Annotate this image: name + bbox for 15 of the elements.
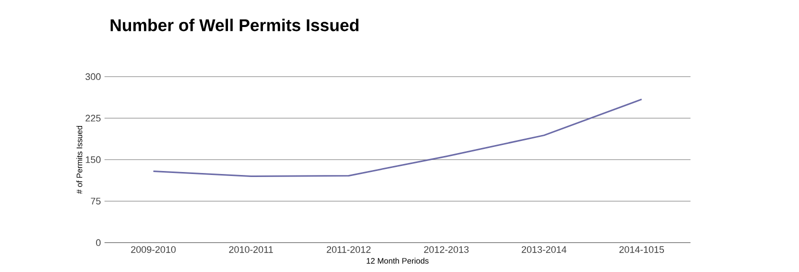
x-tick-label: 2014-1015: [619, 246, 664, 253]
y-tick-label: 225: [86, 114, 101, 122]
y-tick-label: 300: [85, 73, 101, 80]
chart-title: Number of Well Permits Issued: [110, 18, 358, 32]
x-tick-label: 2012-2013: [424, 246, 469, 253]
x-axis-title: 12 Month Periods: [366, 258, 429, 264]
y-tick-label: 150: [86, 156, 101, 164]
y-axis-title: # of Permits Issued: [76, 126, 82, 194]
x-tick-label: 2010-2011: [229, 246, 273, 253]
y-tick-label: 75: [90, 198, 101, 204]
x-tick-label: 2013-2014: [522, 246, 566, 253]
y-tick-label: 0: [96, 239, 101, 246]
line-series: [152, 98, 642, 178]
x-tick-label: 2009-2010: [131, 246, 176, 253]
x-tick-label: 2011-2012: [326, 246, 371, 253]
